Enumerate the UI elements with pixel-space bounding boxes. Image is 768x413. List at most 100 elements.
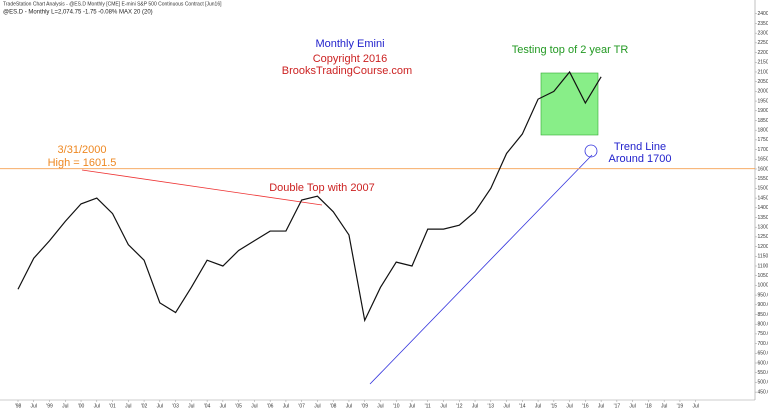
- x-tick-label: Jul: [314, 403, 320, 409]
- y-tick-label: 800.00: [758, 322, 768, 328]
- y-tick-label: 700.00: [758, 341, 768, 347]
- x-tick-label: '11: [425, 403, 431, 409]
- x-tick-label: '16: [582, 403, 589, 409]
- y-tick-label: 950.00: [758, 292, 768, 298]
- y-tick-label: 1550.00: [758, 176, 768, 182]
- x-tick-label: Jul: [94, 403, 100, 409]
- y-tick-label: 650.00: [758, 351, 768, 357]
- y-tick-label: 1700.00: [758, 147, 768, 153]
- annotation: 3/31/2000: [58, 144, 107, 156]
- x-tick-label: '14: [519, 403, 526, 409]
- y-tick-label: 1050.00: [758, 273, 768, 279]
- y-tick-label: 2200.00: [758, 50, 768, 56]
- x-tick-label: '04: [204, 403, 211, 409]
- y-tick-label: 600.00: [758, 360, 768, 366]
- x-tick-label: Jul: [503, 403, 509, 409]
- y-tick-label: 1350.00: [758, 215, 768, 221]
- subtitle: BrooksTradingCourse.com: [282, 65, 412, 77]
- chart-title: Monthly Emini: [315, 38, 384, 50]
- y-tick-label: 750.00: [758, 331, 768, 337]
- x-tick-label: Jul: [692, 403, 698, 409]
- y-tick-label: 2150.00: [758, 60, 768, 66]
- x-tick-label: '13: [488, 403, 495, 409]
- x-tick-label: '17: [614, 403, 621, 409]
- x-tick-label: '10: [393, 403, 400, 409]
- x-tick-label: '09: [361, 403, 368, 409]
- x-tick-label: Jul: [661, 403, 667, 409]
- y-tick-label: 1200.00: [758, 244, 768, 250]
- x-tick-label: '99: [46, 403, 53, 409]
- trend-circle: [584, 144, 598, 158]
- y-tick-label: 1750.00: [758, 137, 768, 143]
- double-top-line: [81, 169, 323, 206]
- y-tick-label: 2350.00: [758, 21, 768, 27]
- y-tick-label: 1000.00: [758, 283, 768, 289]
- y-tick-label: 1650.00: [758, 157, 768, 163]
- y-tick-label: 1300.00: [758, 225, 768, 231]
- y-tick-label: 1850.00: [758, 118, 768, 124]
- y-tick-label: 1500.00: [758, 186, 768, 192]
- y-tick-label: 1100.00: [758, 263, 768, 269]
- x-tick-label: '06: [267, 403, 274, 409]
- annotation: Testing top of 2 year TR: [512, 44, 629, 56]
- x-tick-label: '19: [677, 403, 684, 409]
- y-tick-label: 1150.00: [758, 254, 768, 260]
- y-tick-label: 2000.00: [758, 89, 768, 95]
- y-tick-label: 550.00: [758, 370, 768, 376]
- x-tick-label: '98: [15, 403, 22, 409]
- x-tick-label: Jul: [62, 403, 68, 409]
- x-tick-label: '05: [235, 403, 242, 409]
- x-tick-label: Jul: [566, 403, 572, 409]
- x-tick-label: '15: [551, 403, 558, 409]
- x-tick-label: Jul: [346, 403, 352, 409]
- y-tick-label: 1950.00: [758, 98, 768, 104]
- x-tick-label: Jul: [472, 403, 478, 409]
- x-tick-label: Jul: [283, 403, 289, 409]
- y-tick-label: 2300.00: [758, 30, 768, 36]
- x-tick-label: '08: [330, 403, 337, 409]
- x-tick-label: '12: [456, 403, 463, 409]
- x-tick-label: Jul: [125, 403, 131, 409]
- x-tick-label: Jul: [188, 403, 194, 409]
- y-tick-label: 2100.00: [758, 69, 768, 75]
- x-tick-label: Jul: [31, 403, 37, 409]
- x-tick-label: Jul: [251, 403, 257, 409]
- x-tick-label: Jul: [598, 403, 604, 409]
- x-tick-label: Jul: [220, 403, 226, 409]
- x-tick-label: Jul: [157, 403, 163, 409]
- trend-line: [369, 154, 593, 385]
- y-tick-label: 450.00: [758, 389, 768, 395]
- y-tick-label: 1900.00: [758, 108, 768, 114]
- x-tick-label: Jul: [409, 403, 415, 409]
- annotation: Trend Line: [614, 141, 666, 153]
- subtitle: Copyright 2016: [313, 53, 388, 65]
- x-tick-label: Jul: [535, 403, 541, 409]
- header-line: TradeStation Chart Analysis - @ES.D Mont…: [3, 1, 222, 7]
- x-tick-label: '18: [645, 403, 652, 409]
- y-tick-label: 500.00: [758, 380, 768, 386]
- range-box: [540, 72, 599, 136]
- x-tick-label: '02: [141, 403, 148, 409]
- annotation: Double Top with 2007: [269, 182, 375, 194]
- y-tick-label: 1800.00: [758, 128, 768, 134]
- x-tick-label: '01: [109, 403, 116, 409]
- y-tick-label: 2250.00: [758, 40, 768, 46]
- header-line: @ES.D - Monthly L=2,074.75 -1.75 -0.08% …: [3, 10, 153, 16]
- y-tick-label: 1450.00: [758, 195, 768, 201]
- y-tick-label: 2400.00: [758, 11, 768, 17]
- x-tick-label: Jul: [377, 403, 383, 409]
- x-tick-label: '03: [172, 403, 179, 409]
- x-tick-label: '00: [78, 403, 85, 409]
- price-line: [17, 70, 602, 323]
- x-tick-label: '07: [298, 403, 305, 409]
- y-tick-label: 1400.00: [758, 205, 768, 211]
- x-tick-label: Jul: [440, 403, 446, 409]
- y-tick-label: 1250.00: [758, 234, 768, 240]
- y-tick-label: 1600.00: [758, 166, 768, 172]
- x-tick-label: Jul: [629, 403, 635, 409]
- y-tick-label: 2050.00: [758, 79, 768, 85]
- annotation: Around 1700: [609, 153, 672, 165]
- annotation: High = 1601.5: [48, 157, 117, 169]
